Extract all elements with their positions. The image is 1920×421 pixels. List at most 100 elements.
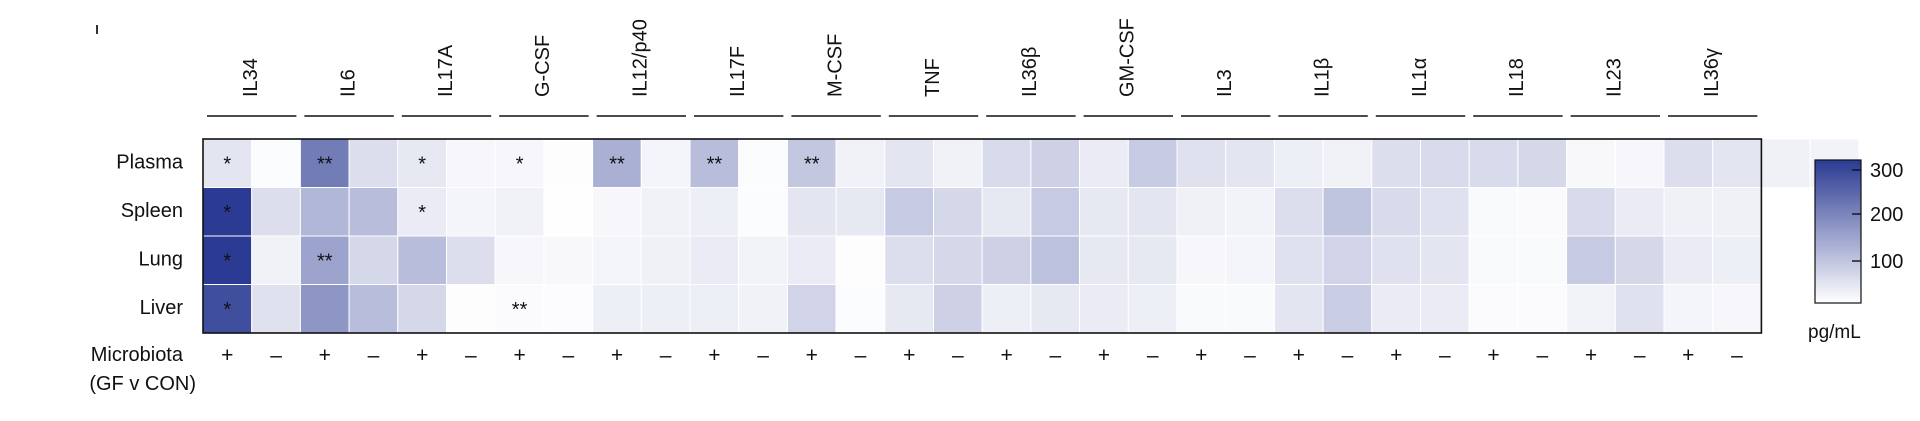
heatmap-cell bbox=[348, 187, 399, 237]
heatmap-cell bbox=[348, 138, 399, 188]
significance-marker: * bbox=[418, 202, 426, 224]
condition-plus: + bbox=[1195, 344, 1207, 367]
heatmap-cell bbox=[494, 235, 545, 285]
cytokine-label-il1: IL1α bbox=[1409, 58, 1431, 97]
heatmap-cell bbox=[981, 187, 1032, 237]
significance-marker: ** bbox=[317, 153, 333, 175]
significance-marker: ** bbox=[512, 299, 528, 321]
cytokine-label-il17a: IL17A bbox=[435, 44, 457, 97]
heatmap-cell bbox=[1127, 187, 1178, 237]
condition-minus: – bbox=[1634, 344, 1646, 367]
colorbar-tick-label: 100 bbox=[1870, 251, 1903, 273]
heatmap-cell bbox=[446, 235, 496, 285]
condition-minus: – bbox=[465, 344, 477, 367]
heatmap-cell bbox=[1663, 187, 1714, 237]
heatmap-cell bbox=[1468, 235, 1519, 285]
heatmap-cell bbox=[1273, 187, 1324, 237]
condition-minus: – bbox=[1342, 344, 1354, 367]
corner-mark bbox=[96, 25, 98, 34]
heatmap-cell bbox=[1176, 138, 1227, 188]
condition-minus: – bbox=[1147, 344, 1159, 367]
heatmap-cell bbox=[1176, 284, 1227, 334]
cytokine-labels: IL34 IL6 IL17A G-CSF IL12/p40 IL17F M-CSF TNF IL… bbox=[240, 18, 1723, 97]
cytokine-label-il36: IL36β bbox=[1019, 47, 1041, 97]
heatmap-cell bbox=[981, 235, 1032, 285]
heatmap-cell bbox=[1566, 138, 1616, 188]
heatmap-cell bbox=[738, 187, 788, 237]
significance-marker: ** bbox=[609, 153, 625, 175]
heatmap-cell bbox=[1225, 284, 1275, 334]
heatmap-cell bbox=[1420, 138, 1470, 188]
heatmap-cell bbox=[1273, 235, 1324, 285]
heatmap-cell bbox=[202, 284, 253, 334]
condition-minus: – bbox=[1439, 344, 1451, 367]
heatmap-cell bbox=[1663, 235, 1714, 285]
heatmap-cell bbox=[543, 284, 594, 334]
heatmap-cell bbox=[1225, 138, 1275, 188]
heatmap-cell bbox=[835, 187, 886, 237]
cytokine-label-il36: IL36γ bbox=[1701, 48, 1723, 97]
heatmap-cell bbox=[1468, 138, 1519, 188]
heatmap-cell bbox=[1322, 284, 1373, 334]
microbiota-label: Microbiota bbox=[91, 344, 184, 366]
heatmap-cell bbox=[835, 138, 886, 188]
condition-plus: + bbox=[611, 344, 623, 367]
heatmap-cell bbox=[543, 235, 594, 285]
cytokine-label-il6: IL6 bbox=[337, 69, 359, 97]
heatmap-cell bbox=[1420, 284, 1470, 334]
heatmap-cell bbox=[299, 284, 350, 334]
heatmap-cell bbox=[446, 284, 496, 334]
colorbar-tick-label: 200 bbox=[1870, 204, 1903, 226]
condition-plus: + bbox=[416, 344, 428, 367]
significance-marker: * bbox=[223, 299, 231, 321]
heatmap-cell bbox=[348, 284, 399, 334]
heatmap-cell bbox=[884, 235, 934, 285]
heatmap-cell bbox=[1468, 187, 1519, 237]
heatmap-frame bbox=[202, 138, 1763, 334]
heatmap-cell bbox=[494, 284, 545, 334]
heatmap-cell bbox=[1468, 284, 1519, 334]
heatmap-cell bbox=[1127, 284, 1178, 334]
significance-marker: * bbox=[223, 153, 231, 175]
condition-plus: + bbox=[806, 344, 818, 367]
cytokine-label-g-csf: G-CSF bbox=[532, 35, 554, 97]
heatmap-cell bbox=[786, 284, 837, 334]
heatmap-cell bbox=[592, 284, 642, 334]
cytokine-label-il1: IL1β bbox=[1311, 58, 1333, 97]
heatmap-cell bbox=[202, 187, 253, 237]
heatmap-cell bbox=[251, 235, 301, 285]
heatmap-cell bbox=[251, 138, 301, 188]
heatmap-cell bbox=[933, 138, 983, 188]
heatmap-cell bbox=[933, 235, 983, 285]
colorbar-unit-label: pg/mL bbox=[1808, 322, 1861, 343]
heatmap-cell bbox=[1712, 138, 1762, 188]
cytokine-label-il23: IL23 bbox=[1604, 58, 1626, 97]
tissue-label-lung: Lung bbox=[139, 249, 184, 271]
tissue-labels: Plasma Spleen Lung Liver bbox=[116, 152, 184, 319]
heatmap-cell bbox=[446, 187, 496, 237]
condition-plus: + bbox=[1585, 344, 1597, 367]
heatmap-cell bbox=[835, 284, 886, 334]
heatmap-cell bbox=[1273, 138, 1324, 188]
heatmap-cell bbox=[251, 187, 301, 237]
condition-minus: – bbox=[1536, 344, 1548, 367]
condition-plus: + bbox=[1098, 344, 1110, 367]
heatmap-cell bbox=[397, 284, 447, 334]
significance-marker: * bbox=[516, 153, 524, 175]
condition-labels: + – + – + – + – + – + – + – + – + – + – + – + – + – + – + – + – bbox=[221, 344, 1743, 367]
heatmap-cell bbox=[1322, 187, 1373, 237]
heatmap-cell bbox=[981, 138, 1032, 188]
heatmap-cell bbox=[1371, 187, 1422, 237]
heatmap-cell bbox=[933, 284, 983, 334]
heatmap-cell bbox=[1614, 187, 1665, 237]
heatmap-cell bbox=[1030, 138, 1081, 188]
heatmap-cell bbox=[1079, 187, 1129, 237]
heatmap-cell bbox=[543, 138, 594, 188]
heatmap-cell bbox=[1517, 187, 1568, 237]
tissue-label-liver: Liver bbox=[140, 297, 184, 319]
cytokine-label-il34: IL34 bbox=[240, 58, 262, 97]
heatmap-cell bbox=[1566, 187, 1616, 237]
heatmap-cell bbox=[1712, 284, 1762, 334]
condition-plus: + bbox=[708, 344, 720, 367]
